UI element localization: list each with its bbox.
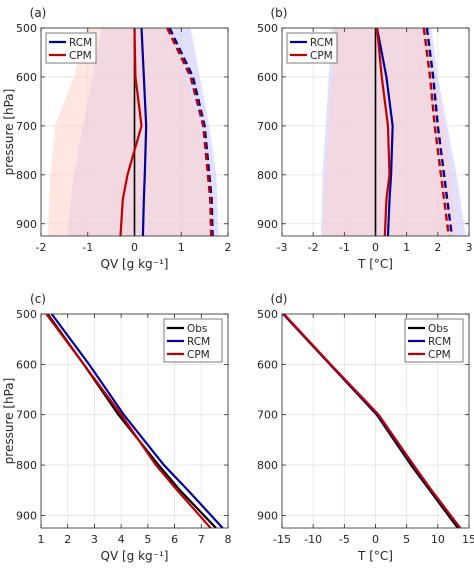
legend-label-obs: Obs [428, 323, 448, 335]
series-rcm-dashed [168, 28, 214, 236]
x-tick-label: 7 [198, 533, 205, 546]
y-tick-label: 900 [16, 509, 37, 522]
x-tick-label: -5 [339, 533, 350, 546]
y-tick-label: 700 [257, 120, 278, 133]
y-tick-label: 800 [16, 169, 37, 182]
y-tick-label: 700 [16, 120, 37, 133]
y-tick-label: 500 [16, 308, 37, 321]
x-tick-label: 0 [131, 241, 138, 254]
x-tick-label: 1 [403, 241, 410, 254]
y-axis-label: pressure [hPa] [2, 378, 16, 465]
series-rcm-dashed [425, 28, 454, 236]
series-cpm-solid [283, 314, 462, 528]
x-tick-label: 10 [431, 533, 445, 546]
x-axis-label: QV [g kg⁻¹] [101, 257, 169, 271]
series-rcm-mean [140, 28, 148, 236]
panel-a: -2 -1 0 1 2 500 600 700 800 900 (a) QV [g kg⁻¹] pres… [2, 6, 232, 271]
x-tick-label: -2 [36, 241, 47, 254]
x-tick-label: 5 [144, 533, 151, 546]
x-tick-label: 8 [225, 533, 232, 546]
legend-box [286, 32, 338, 64]
legend-label-rcm: RCM [310, 37, 333, 49]
y-tick-label: 800 [257, 459, 278, 472]
panel-d: -15 -10 -5 0 5 10 15 500 600 700 800 900 (d) T [°C] Ob… [257, 292, 474, 563]
y-tick-label: 600 [257, 358, 278, 371]
legend-label-cpm: CPM [428, 349, 451, 361]
x-tick-label: -1 [339, 241, 350, 254]
band-cpm [322, 28, 457, 236]
x-tick-label: 3 [91, 533, 98, 546]
y-tick-label: 900 [16, 218, 37, 231]
x-tick-label: 4 [118, 533, 125, 546]
plot-content [282, 28, 469, 236]
y-tick-label: 600 [16, 71, 37, 84]
y-tick-label: 500 [16, 22, 37, 35]
series-cpm-mean [375, 28, 391, 236]
panel-label: (d) [271, 292, 288, 306]
y-tick-label: 700 [257, 409, 278, 422]
panel-label: (b) [271, 6, 288, 20]
y-tick-label: 900 [257, 509, 278, 522]
y-tick-label: 800 [257, 169, 278, 182]
panel-label: (a) [30, 6, 47, 20]
legend-label-rcm: RCM [428, 336, 451, 348]
series-rcm-solid [50, 314, 224, 528]
y-tick-label: 700 [16, 409, 37, 422]
panel-label: (c) [30, 292, 46, 306]
series-rcm-mean [375, 28, 394, 236]
x-tick-label: 1 [178, 241, 185, 254]
x-tick-label: 5 [403, 533, 410, 546]
x-tick-label: 3 [466, 241, 473, 254]
x-axis-label: T [°C] [357, 257, 393, 271]
legend-label-obs: Obs [187, 323, 207, 335]
y-axis-label: pressure [hPa] [2, 89, 16, 176]
panel-c: 1 2 3 4 5 6 7 8 500 600 700 800 900 (c) QV [g kg⁻¹] pre… [2, 292, 232, 563]
y-tick-label: 600 [16, 358, 37, 371]
legend-label-cpm: CPM [310, 50, 333, 62]
x-tick-label: -15 [273, 533, 291, 546]
legend-label-rcm: RCM [69, 37, 92, 49]
x-tick-label: 6 [171, 533, 178, 546]
legend-label-rcm: RCM [187, 336, 210, 348]
series-cpm-dashed [166, 28, 213, 236]
legend-box [45, 32, 97, 64]
y-tick-label: 800 [16, 459, 37, 472]
x-tick-label: 0 [372, 241, 379, 254]
plot-content [41, 28, 228, 236]
y-tick-label: 500 [257, 308, 278, 321]
x-tick-label: 15 [462, 533, 474, 546]
y-tick-label: 900 [257, 218, 278, 231]
series-cpm-mean [119, 28, 143, 236]
x-tick-label: 2 [225, 241, 232, 254]
x-tick-label: 1 [38, 533, 45, 546]
x-tick-label: -2 [308, 241, 319, 254]
legend-label-cpm: CPM [187, 349, 210, 361]
y-tick-label: 600 [257, 71, 278, 84]
series-cpm-solid [45, 314, 212, 528]
x-tick-label: 2 [434, 241, 441, 254]
band-cpm [48, 28, 212, 236]
legend-label-cpm: CPM [69, 50, 92, 62]
x-axis-label: T [°C] [357, 549, 393, 563]
x-tick-label: -3 [277, 241, 288, 254]
axes-box [40, 313, 229, 529]
series-cpm-dashed [422, 28, 450, 236]
x-tick-label: -10 [304, 533, 322, 546]
x-axis-label: QV [g kg⁻¹] [101, 549, 169, 563]
x-tick-label: 2 [64, 533, 71, 546]
x-tick-label: -1 [82, 241, 93, 254]
y-tick-label: 500 [257, 22, 278, 35]
plot-content [282, 314, 469, 528]
x-tick-label: 0 [372, 533, 379, 546]
